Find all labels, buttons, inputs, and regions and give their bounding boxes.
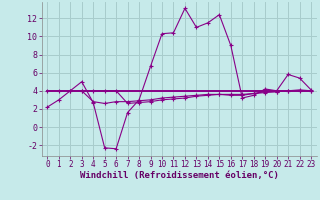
X-axis label: Windchill (Refroidissement éolien,°C): Windchill (Refroidissement éolien,°C) [80, 171, 279, 180]
